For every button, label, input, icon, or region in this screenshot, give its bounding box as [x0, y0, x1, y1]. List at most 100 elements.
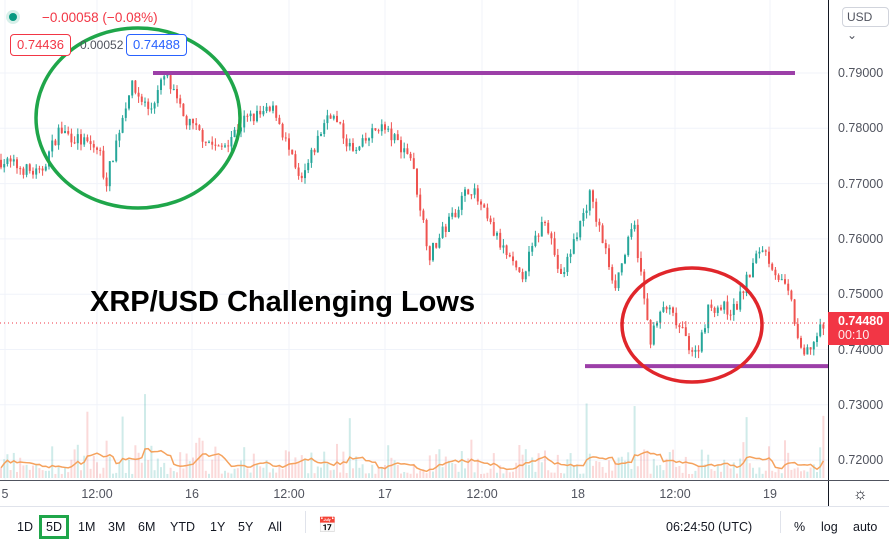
volume-bar	[502, 473, 505, 478]
range-1d-button[interactable]: 1D	[17, 520, 33, 534]
clock[interactable]: 06:24:50 (UTC)	[666, 520, 753, 534]
volume-bar	[675, 466, 678, 478]
volume-bar	[444, 456, 447, 478]
candle-body	[432, 243, 434, 261]
volume-bar	[118, 462, 121, 478]
volume-bar	[294, 457, 297, 478]
volume-bar	[284, 450, 287, 478]
candle-body	[368, 138, 370, 141]
volume-bar	[713, 470, 716, 478]
candle-body	[166, 75, 169, 77]
range-6m-button[interactable]: 6M	[138, 520, 156, 534]
current-price: 0.74480	[838, 314, 884, 328]
candle-body	[608, 248, 610, 268]
candle-body	[86, 137, 89, 142]
volume-bar	[233, 468, 236, 478]
volume-bar	[505, 470, 508, 478]
currency-dropdown[interactable]: USD ⌄	[842, 7, 889, 42]
volume-bar	[438, 449, 441, 478]
sell-price-button[interactable]: 0.74436	[10, 34, 71, 56]
volume-bar	[192, 457, 194, 478]
volume-bar	[345, 472, 348, 478]
price-chart[interactable]	[0, 0, 828, 480]
candle-body	[697, 350, 700, 352]
percent-scale-toggle[interactable]: %	[794, 520, 806, 534]
volume-bar	[220, 473, 223, 478]
volume-bar	[819, 447, 822, 478]
volume-bar	[217, 455, 220, 478]
buy-price-button[interactable]: 0.74488	[126, 34, 187, 56]
candle-body	[291, 149, 294, 155]
candle-body	[67, 131, 70, 134]
gear-icon[interactable]: ☼	[853, 486, 868, 503]
volume-bar	[51, 446, 54, 478]
volume-bar	[582, 473, 585, 478]
volume-bar	[515, 462, 518, 478]
volume-bar	[156, 458, 159, 478]
candle-body	[633, 224, 636, 230]
candle-body	[489, 218, 492, 223]
candle-body	[131, 80, 134, 96]
divider	[305, 511, 306, 533]
candle-body	[403, 148, 406, 153]
candle-body	[688, 336, 690, 351]
range-ytd-button[interactable]: YTD	[170, 520, 195, 534]
candle-body	[684, 327, 687, 337]
volume-bar	[806, 471, 809, 478]
volume-bar	[92, 455, 95, 478]
candle-body	[441, 226, 444, 238]
candle-body	[329, 115, 332, 119]
volume-bar	[64, 467, 66, 478]
candle-body	[172, 89, 175, 91]
volume-bar	[355, 456, 358, 478]
range-5d-button[interactable]: 5D	[39, 515, 69, 539]
candle-body	[483, 204, 486, 208]
range-1m-button[interactable]: 1M	[78, 520, 96, 534]
candle-body	[182, 103, 185, 117]
candle-body	[275, 105, 278, 118]
candle-body	[793, 299, 796, 324]
candle-body	[252, 113, 255, 122]
candle-body	[716, 307, 719, 313]
range-1y-button[interactable]: 1Y	[210, 520, 226, 534]
volume-bar	[627, 452, 630, 478]
volume-bar	[176, 472, 178, 478]
calendar-arrow-icon[interactable]: 📅	[318, 517, 337, 534]
price-change: −0.00058 (−0.08%)	[42, 10, 158, 25]
volume-bar	[544, 450, 546, 478]
candle-body	[588, 190, 591, 211]
volume-bar	[131, 473, 134, 478]
volume-bar	[720, 471, 722, 478]
candle-body	[662, 307, 665, 312]
price-tick: 0.76000	[838, 231, 884, 246]
volume-bar	[800, 471, 802, 478]
candle-body	[691, 350, 694, 352]
candle-body	[422, 210, 425, 221]
range-3m-button[interactable]: 3M	[108, 520, 126, 534]
candle-body	[195, 123, 198, 126]
volume-bar	[124, 472, 127, 478]
candle-body	[598, 221, 601, 226]
candle-body	[0, 159, 2, 168]
candle-body	[524, 271, 527, 280]
volume-bar	[380, 467, 383, 478]
candle-body	[787, 283, 790, 291]
volume-bar	[134, 445, 137, 478]
candle-body	[486, 207, 489, 219]
range-all-button[interactable]: All	[268, 520, 282, 534]
volume-bar	[265, 460, 268, 478]
volume-bar	[214, 446, 217, 478]
candle-body	[323, 123, 326, 134]
candle-body	[636, 224, 639, 259]
volume-bar	[649, 473, 652, 478]
range-5y-button[interactable]: 5Y	[238, 520, 254, 534]
candle-body	[739, 291, 742, 310]
candle-body	[576, 237, 578, 240]
candle-body	[387, 128, 390, 130]
volume-bar	[428, 455, 431, 478]
volume-bar	[595, 461, 598, 478]
volume-bar	[323, 451, 326, 478]
log-scale-toggle[interactable]: log	[821, 520, 838, 534]
candle-body	[256, 110, 258, 122]
auto-scale-toggle[interactable]: auto	[853, 520, 878, 534]
